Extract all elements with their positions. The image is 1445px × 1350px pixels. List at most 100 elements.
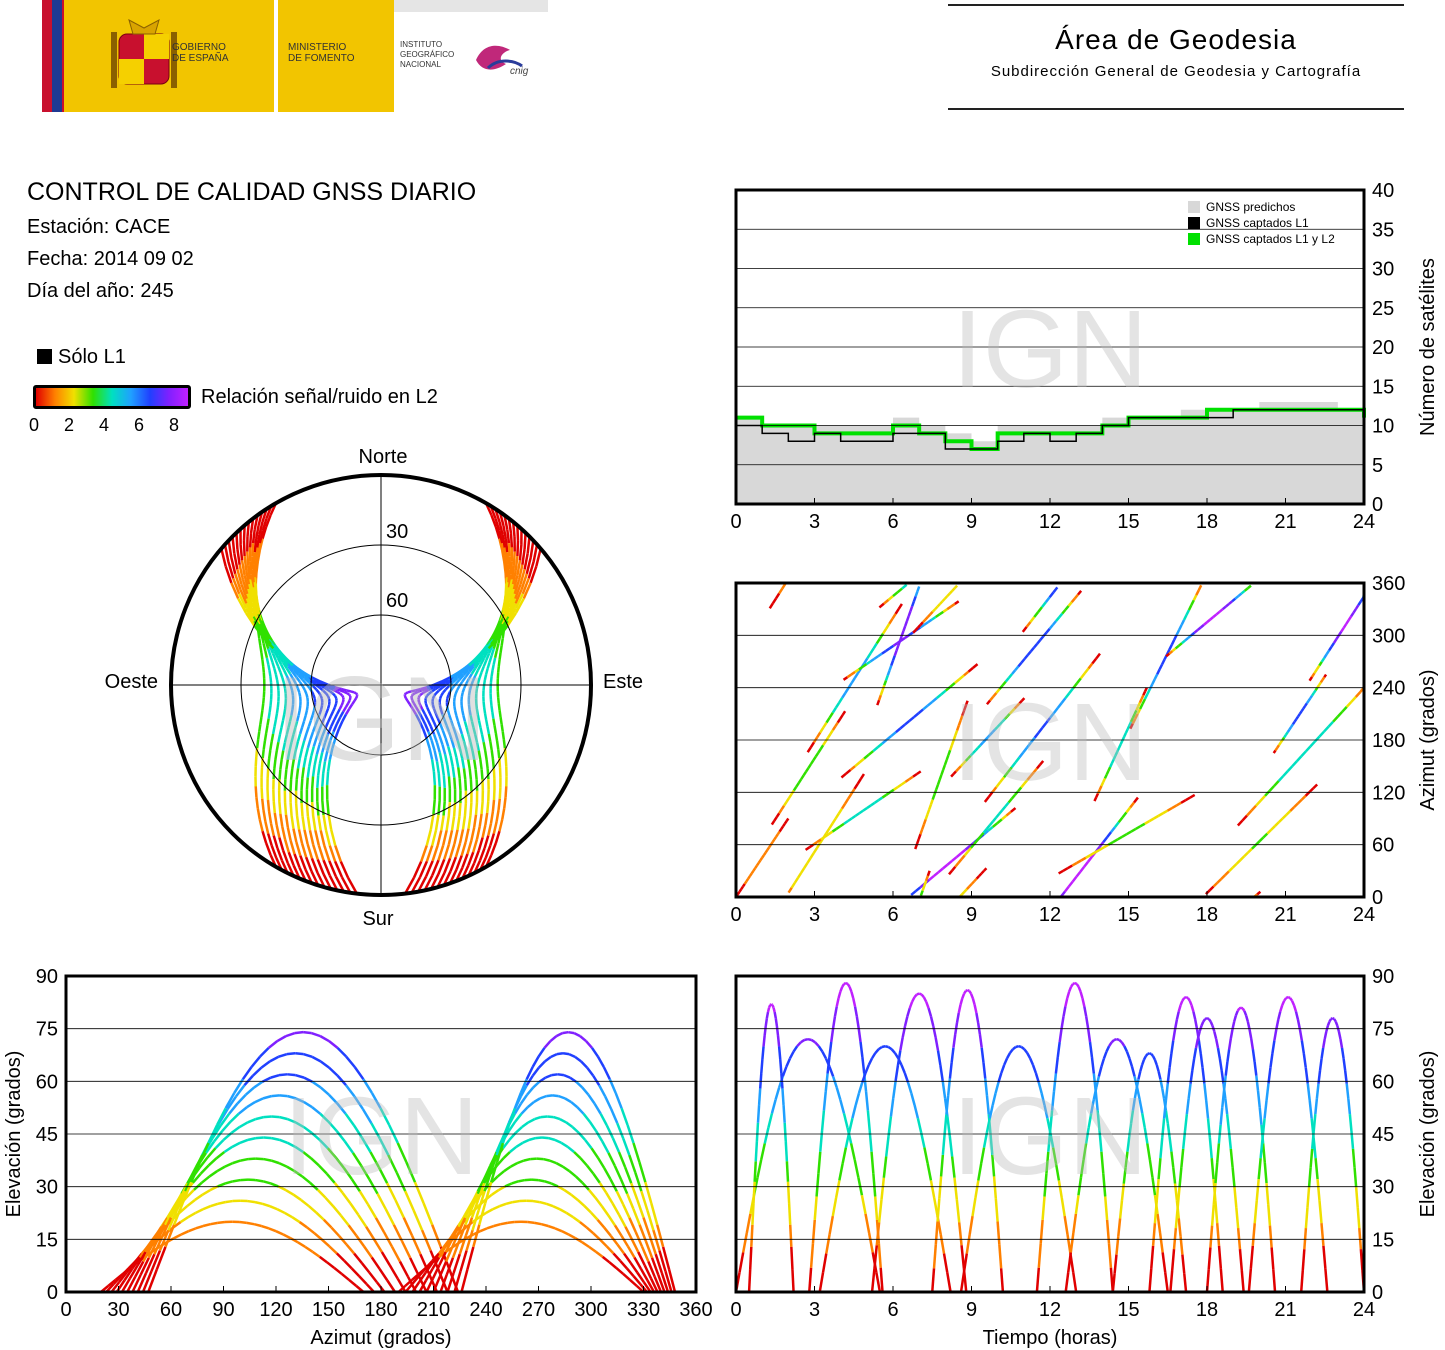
elevation-track-segment — [534, 1115, 542, 1121]
elevation-pass-segment — [1123, 1045, 1129, 1053]
elevation-track-segment — [518, 1178, 526, 1183]
azimuth-track-segment — [1040, 601, 1047, 608]
skyplot-track-segment — [417, 875, 428, 893]
elevation-track-segment — [619, 1259, 628, 1270]
skyplot-track-segment — [322, 689, 327, 695]
azimuth-track-segment — [835, 825, 841, 830]
azimuth-track-segment — [1157, 812, 1164, 817]
x-tick-label: 6 — [887, 511, 898, 533]
azimuth-track-segment — [1175, 801, 1182, 807]
skyplot-track-segment — [323, 845, 331, 862]
skyplot-track-segment — [440, 692, 445, 697]
skyplot-track-segment — [318, 752, 324, 764]
skyplot-track-segment — [420, 686, 428, 691]
elevation-pass-segment — [1058, 1028, 1063, 1043]
skyplot-track-segment — [454, 732, 459, 742]
azimuth-track-segment — [1321, 676, 1326, 681]
skyplot-track-segment — [490, 670, 494, 677]
azimuth-track-segment — [1045, 627, 1051, 634]
azimuth-track-segment — [831, 827, 838, 833]
azimuth-track-segment — [1288, 726, 1293, 731]
skyplot-track-segment — [514, 555, 519, 571]
azimuth-track-segment — [1241, 814, 1248, 822]
skyplot-track-segment — [232, 577, 241, 595]
elevation-pass-segment — [1320, 1223, 1325, 1246]
elevation-pass-segment — [1177, 1004, 1182, 1012]
skyplot-track-segment — [468, 685, 473, 691]
elevation-pass-segment — [772, 1007, 776, 1013]
elevation-track-segment — [232, 1178, 241, 1183]
elevation-pass-segment — [1026, 1052, 1032, 1059]
skyplot-track-segment — [240, 584, 248, 600]
azimuth-track-segment — [783, 801, 788, 807]
elevation-pass-segment — [1235, 1207, 1240, 1229]
elevation-pass-segment — [1140, 1059, 1146, 1066]
elevation-pass-segment — [1248, 1029, 1253, 1039]
elevation-track-segment — [574, 1237, 583, 1244]
elevation-track-segment — [527, 1118, 536, 1124]
elevation-pass-segment — [1271, 1040, 1276, 1054]
skyplot-track-segment — [301, 670, 313, 679]
elevation-track-segment — [532, 1080, 541, 1089]
skyplot-track-segment — [340, 701, 345, 706]
azimuth-track-segment — [1106, 831, 1113, 838]
elevation-track-segment — [486, 1224, 495, 1230]
elevation-pass-segment — [1173, 1019, 1179, 1030]
skyplot-track-segment — [500, 542, 506, 556]
report-info: CONTROL DE CALIDAD GNSS DIARIO Estación:… — [27, 178, 476, 303]
elevation-track-segment — [271, 1136, 280, 1142]
azimuth-track-segment — [773, 816, 778, 822]
azimuth-track-segment — [858, 757, 865, 764]
elevation-pass-segment — [1321, 1038, 1326, 1049]
elevation-pass-segment — [1240, 1270, 1245, 1293]
skyplot-track-segment — [431, 704, 436, 709]
skyplot-track-segment — [412, 702, 418, 708]
skyplot-track-segment — [435, 761, 441, 774]
x-tick-label: 90 — [212, 1299, 234, 1321]
skyplot-track-segment — [463, 779, 468, 791]
skyplot-track-segment — [291, 671, 298, 678]
elevation-pass-segment — [774, 1087, 781, 1101]
watermark-text: IGN — [274, 652, 487, 786]
azimuth-track-segment — [1204, 889, 1211, 895]
elevation-pass-segment — [1281, 1000, 1286, 1006]
azimuth-track-segment — [1283, 734, 1287, 739]
skyplot-track-segment — [431, 845, 439, 862]
skyplot-track-segment — [504, 756, 508, 767]
skyplot-track-segment — [462, 669, 470, 677]
elevation-track-segment — [586, 1066, 595, 1077]
azimuth-track-segment — [766, 846, 771, 851]
y-tick-label: 180 — [1372, 730, 1405, 752]
azimuth-track-segment — [843, 820, 849, 825]
elevation-track-segment — [466, 1246, 475, 1270]
skyplot-track-segment — [318, 686, 325, 692]
azimuth-track-segment — [837, 807, 844, 815]
azimuth-track-segment — [897, 603, 903, 610]
skyplot-track-segment — [425, 845, 434, 862]
y-tick-label: 60 — [1372, 1071, 1394, 1093]
elevation-pass-segment — [1196, 1031, 1201, 1040]
azimuth-track-segment — [1258, 836, 1265, 843]
elevation-pass-segment — [1113, 1038, 1118, 1042]
elevation-pass-segment — [1306, 1187, 1311, 1208]
skyplot-track-segment — [482, 741, 487, 751]
azimuth-track-segment — [897, 640, 902, 647]
elevation-pass-segment — [1258, 1107, 1263, 1125]
elevation-track-segment — [595, 1250, 604, 1258]
azimuth-track-segment — [771, 838, 776, 843]
skyplot-track-segment — [480, 666, 485, 673]
azimuth-track-segment — [939, 600, 944, 605]
elevation-pass-segment — [781, 1088, 785, 1106]
elevation-pass-segment — [781, 1066, 788, 1077]
elevation-pass-segment — [857, 1176, 864, 1196]
skyplot-track-segment — [532, 544, 539, 563]
elevation-track-segment — [286, 1052, 296, 1056]
elevation-pass-segment — [813, 1196, 818, 1220]
azimuth-track-segment — [1110, 758, 1115, 764]
elevation-pass-segment — [857, 1028, 862, 1043]
elevation-track-segment — [592, 1172, 601, 1184]
elevation-pass-segment — [1039, 1219, 1044, 1244]
skyplot-track-segment — [418, 720, 425, 730]
elevation-track-segment — [632, 1208, 641, 1226]
skyplot-track-segment — [442, 775, 446, 788]
